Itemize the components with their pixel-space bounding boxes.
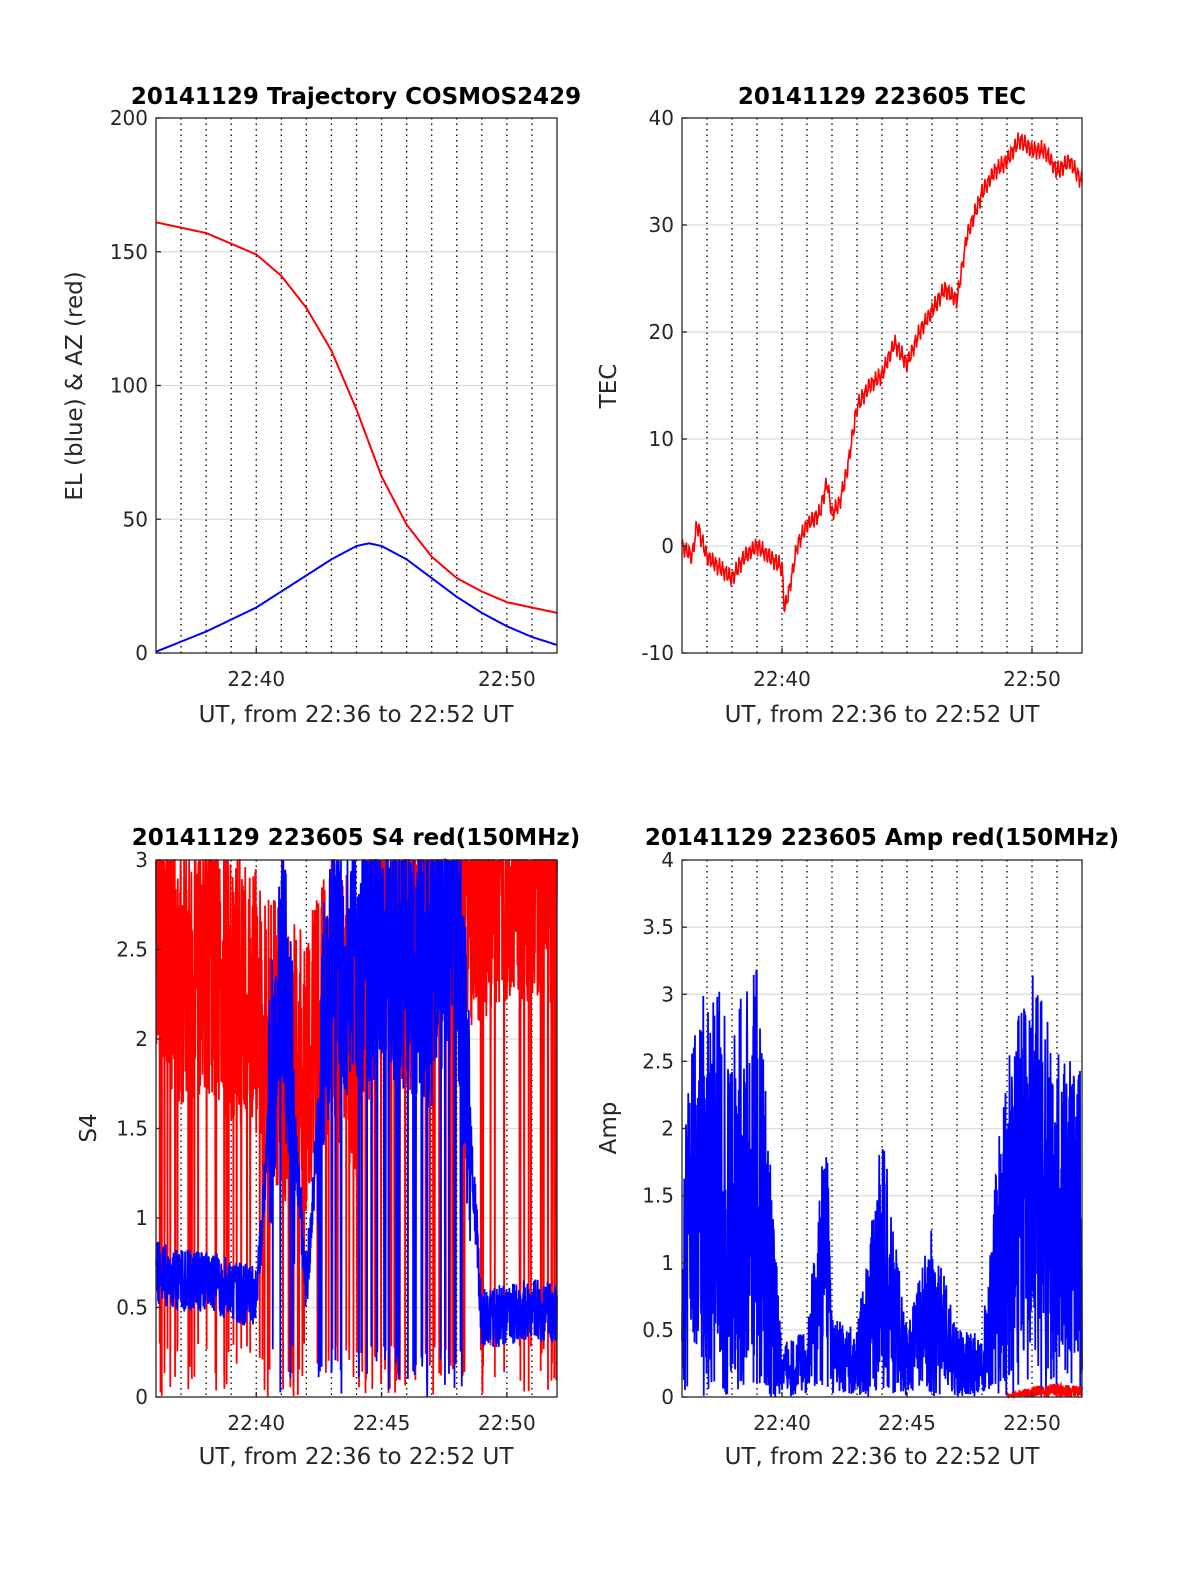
y-tick-label: 0 (135, 1385, 148, 1409)
x-axis-label: UT, from 22:36 to 22:52 UT (725, 1444, 1041, 1470)
y-tick-label: 100 (110, 374, 148, 398)
amp-panel: 0 0.5 1 1.5 2 2.5 3 3.5 4 22:40 22:45 22:50 20141129… (596, 825, 1119, 1470)
chart-title: 20141129 Trajectory COSMOS2429 (131, 84, 581, 110)
series-line-blue (155, 859, 558, 1397)
y-tick-label: 2 (135, 1027, 148, 1051)
y-tick-label: 2 (661, 1117, 674, 1141)
series-line-blue (681, 969, 1083, 1397)
y-tick-label: 20 (649, 320, 674, 344)
chart-title: 20141129 223605 Amp red(150MHz) (645, 825, 1119, 851)
y-tick-label: 50 (123, 507, 148, 531)
y-tick-label: 4 (661, 848, 674, 872)
y-tick-label: 200 (110, 106, 148, 130)
y-axis-label: Amp (596, 1102, 622, 1155)
series-line-red (1006, 1381, 1083, 1400)
y-tick-label: 3 (661, 982, 674, 1006)
series-line-red (155, 221, 558, 614)
x-axis-label: UT, from 22:36 to 22:52 UT (199, 702, 515, 728)
y-tick-label: 1 (135, 1206, 148, 1230)
y-tick-label: 3 (135, 848, 148, 872)
plot-area (682, 118, 1082, 653)
y-tick-label: 2.5 (116, 938, 148, 962)
y-tick-label: 3.5 (642, 915, 674, 939)
y-tick-label: 1.5 (116, 1117, 148, 1141)
y-tick-label: 40 (649, 106, 674, 130)
x-tick-label: 22:45 (353, 1411, 411, 1435)
y-tick-label: 10 (649, 427, 674, 451)
y-tick-label: 0 (661, 1385, 674, 1409)
tec-panel: -10 0 10 20 30 40 22:40 22:50 20141129 223605 TE… (596, 84, 1083, 728)
x-tick-label: 22:40 (753, 1411, 811, 1435)
y-tick-label: 2.5 (642, 1049, 674, 1073)
series-line-red (155, 857, 558, 1397)
y-tick-label: 0.5 (642, 1318, 674, 1342)
x-tick-label: 22:50 (478, 1411, 536, 1435)
y-axis-label: TEC (596, 364, 622, 410)
x-tick-label: 22:50 (478, 667, 536, 691)
trajectory-panel: 0 50 100 150 200 22:40 22:50 20141129 Trajector… (62, 84, 581, 728)
y-tick-label: -10 (641, 641, 674, 665)
x-tick-label: 22:40 (227, 667, 285, 691)
y-axis-label: S4 (76, 1113, 102, 1142)
y-tick-label: 1.5 (642, 1184, 674, 1208)
y-tick-label: 0.5 (116, 1296, 148, 1320)
series-line-red (681, 132, 1083, 613)
y-tick-label: 0 (661, 534, 674, 558)
x-tick-label: 22:40 (227, 1411, 285, 1435)
y-tick-label: 150 (110, 240, 148, 264)
y-tick-label: 0 (135, 641, 148, 665)
x-tick-label: 22:40 (753, 667, 811, 691)
y-axis-label: EL (blue) & AZ (red) (62, 271, 88, 500)
s4-panel: 0 0.5 1 1.5 2 2.5 3 22:40 22:45 22:50 20141129 223… (76, 825, 580, 1470)
x-tick-label: 22:50 (1003, 667, 1061, 691)
y-tick-label: 30 (649, 213, 674, 237)
x-tick-label: 22:45 (878, 1411, 936, 1435)
axes-box (681, 117, 1083, 654)
series-line-blue (155, 542, 558, 653)
x-tick-label: 22:50 (1003, 1411, 1061, 1435)
x-axis-label: UT, from 22:36 to 22:52 UT (725, 702, 1041, 728)
chart-title: 20141129 223605 S4 red(150MHz) (132, 825, 581, 851)
x-axis-label: UT, from 22:36 to 22:52 UT (199, 1444, 515, 1470)
y-tick-label: 1 (661, 1251, 674, 1275)
chart-title: 20141129 223605 TEC (738, 84, 1026, 110)
